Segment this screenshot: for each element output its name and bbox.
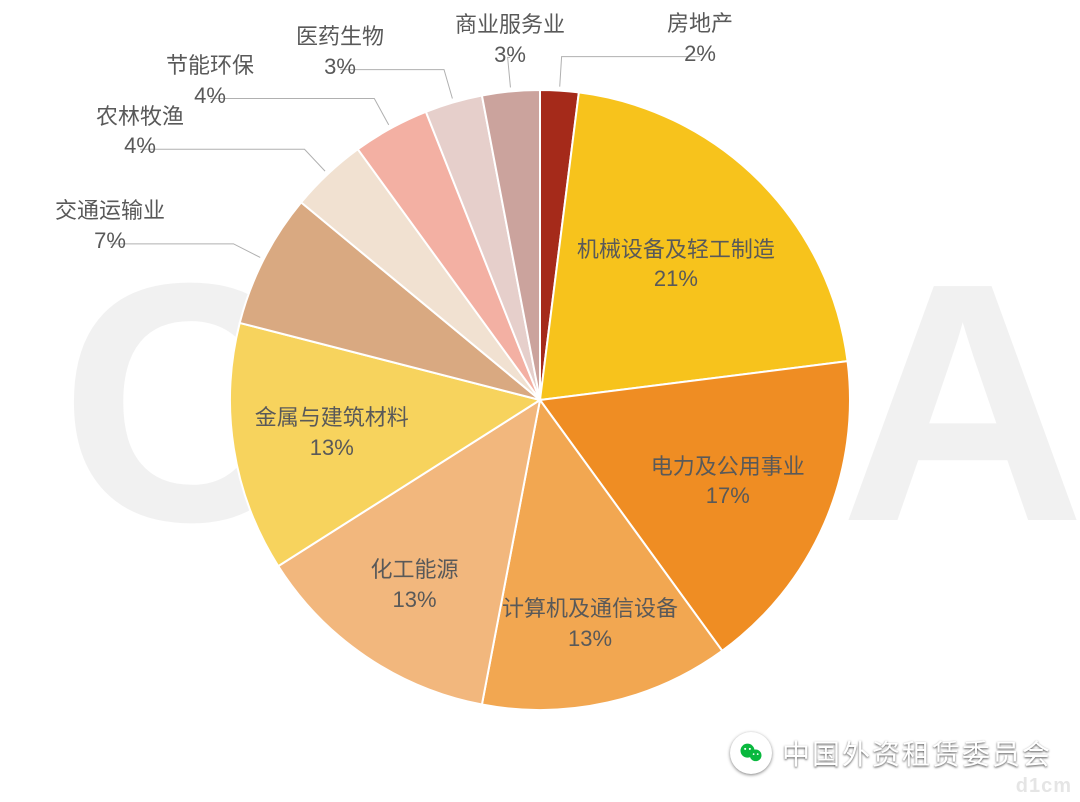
slice-percent: 3% (296, 52, 384, 82)
slice-name: 房地产 (667, 9, 733, 39)
slice-label: 化工能源13% (371, 555, 459, 614)
slice-label: 计算机及通信设备13% (502, 594, 678, 653)
slice-percent: 4% (96, 131, 184, 161)
footer-text: 中国外资租赁委员会 (782, 733, 1052, 773)
slice-name: 节能环保 (166, 51, 254, 81)
slice-label: 商业服务业3% (455, 10, 565, 69)
slice-percent: 13% (255, 433, 409, 463)
wechat-icon (730, 732, 772, 774)
slice-label: 交通运输业7% (55, 196, 165, 255)
slice-name: 机械设备及轻工制造 (577, 235, 775, 265)
slice-name: 计算机及通信设备 (502, 594, 678, 624)
slice-percent: 3% (455, 40, 565, 70)
slice-name: 金属与建筑材料 (255, 403, 409, 433)
slice-percent: 4% (166, 81, 254, 111)
slice-percent: 21% (577, 264, 775, 294)
slice-name: 商业服务业 (455, 10, 565, 40)
slice-label: 金属与建筑材料13% (255, 403, 409, 462)
slice-label: 电力及公用事业17% (651, 452, 805, 511)
slice-percent: 17% (651, 481, 805, 511)
slice-label: 房地产2% (667, 9, 733, 68)
slice-name: 电力及公用事业 (651, 452, 805, 482)
slice-percent: 7% (55, 226, 165, 256)
chart-container: C A 房地产2%机械设备及轻工制造21%电力及公用事业17%计算机及通信设备1… (0, 0, 1080, 802)
footer-source: 中国外资租赁委员会 (730, 732, 1052, 774)
slice-label: 节能环保4% (166, 51, 254, 110)
slice-percent: 13% (371, 585, 459, 615)
slice-name: 医药生物 (296, 22, 384, 52)
slice-name: 交通运输业 (55, 196, 165, 226)
slice-label: 机械设备及轻工制造21% (577, 235, 775, 294)
slice-name: 化工能源 (371, 555, 459, 585)
slice-percent: 2% (667, 39, 733, 69)
slice-percent: 13% (502, 624, 678, 654)
slice-label: 医药生物3% (296, 22, 384, 81)
slice-label: 农林牧渔4% (96, 102, 184, 161)
